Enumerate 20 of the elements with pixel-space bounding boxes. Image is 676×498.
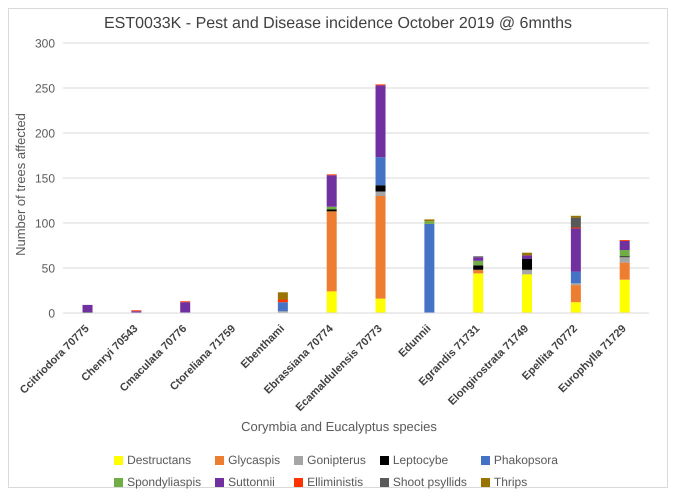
y-tick-label: 100 (34, 216, 56, 230)
legend-label: Suttonnii (228, 475, 275, 489)
chart-title: EST0033K - Pest and Disease incidence October 2019 @ 6mnths (104, 15, 572, 32)
y-axis-title: Number of trees affected (12, 112, 28, 256)
legend-label: Shoot psyllids (392, 475, 467, 489)
legend-label: Destructans (127, 453, 192, 467)
y-tick-label: 250 (34, 81, 56, 96)
legend-label: Spondyliaspis (127, 475, 202, 489)
x-axis-title: Corymbia and Eucalyptus species (240, 419, 438, 434)
legend-label: Thrips (494, 475, 528, 489)
y-tick-label: 200 (34, 126, 56, 140)
y-tick-label: 50 (42, 261, 56, 276)
legend-label: Glycaspis (228, 453, 280, 467)
legend-label: Elliministis (307, 475, 364, 489)
legend-label: Phakopsora (494, 453, 558, 467)
y-tick-label: 300 (34, 36, 56, 50)
legend-label: Gonipterus (307, 453, 366, 467)
y-tick-label: 150 (34, 171, 56, 186)
legend-label: Leptocybe (392, 453, 448, 467)
y-tick-label: 0 (48, 306, 56, 320)
